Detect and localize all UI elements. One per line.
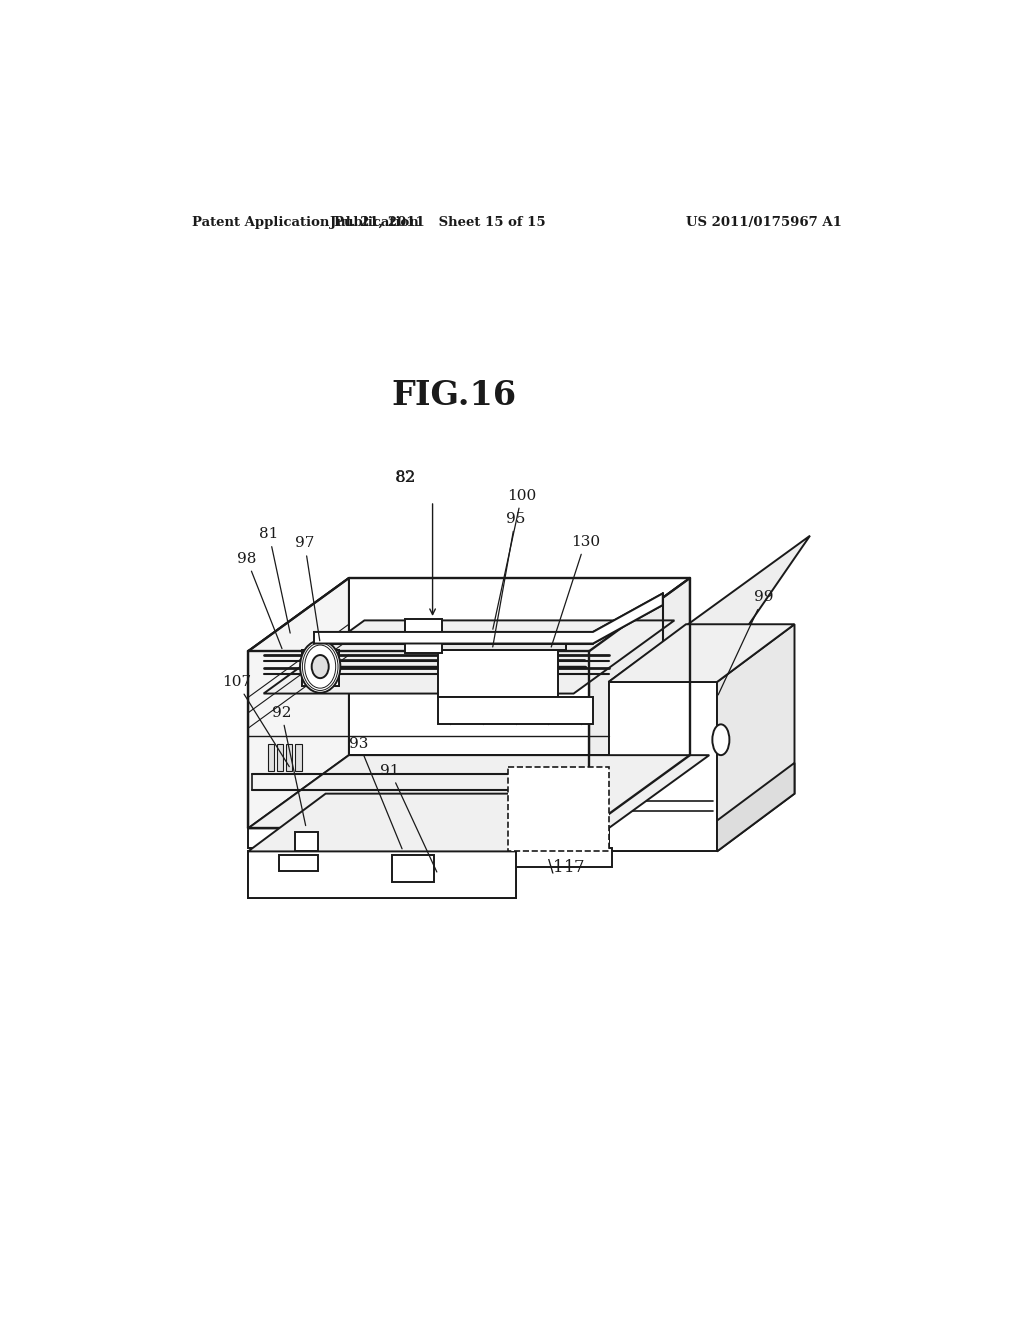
Ellipse shape xyxy=(300,640,340,693)
Polygon shape xyxy=(286,743,292,771)
Polygon shape xyxy=(508,767,608,851)
Text: 93: 93 xyxy=(349,737,402,849)
Polygon shape xyxy=(406,619,442,653)
Polygon shape xyxy=(263,847,612,867)
Polygon shape xyxy=(295,832,317,851)
Polygon shape xyxy=(302,649,339,686)
Polygon shape xyxy=(608,682,710,851)
Polygon shape xyxy=(438,644,566,649)
Polygon shape xyxy=(608,624,795,682)
Text: FIG.16: FIG.16 xyxy=(391,379,516,412)
Text: 107: 107 xyxy=(222,675,290,767)
Polygon shape xyxy=(608,682,717,851)
Text: 100: 100 xyxy=(493,488,537,630)
Polygon shape xyxy=(248,651,589,829)
Polygon shape xyxy=(267,743,273,771)
Polygon shape xyxy=(263,620,675,693)
Text: 98: 98 xyxy=(237,552,282,648)
Text: 95: 95 xyxy=(493,512,525,647)
Text: Jul. 21, 2011   Sheet 15 of 15: Jul. 21, 2011 Sheet 15 of 15 xyxy=(330,215,546,228)
Text: US 2011/0175967 A1: US 2011/0175967 A1 xyxy=(685,215,842,228)
Text: Patent Application Publication: Patent Application Publication xyxy=(191,215,418,228)
Text: 82: 82 xyxy=(395,470,416,487)
Text: $\backslash$117: $\backslash$117 xyxy=(547,858,585,875)
Text: 99: 99 xyxy=(718,590,773,694)
Text: 130: 130 xyxy=(551,535,600,647)
Text: 81: 81 xyxy=(259,527,290,634)
Polygon shape xyxy=(438,649,558,697)
Ellipse shape xyxy=(713,725,729,755)
Polygon shape xyxy=(314,594,663,644)
Polygon shape xyxy=(276,743,283,771)
Polygon shape xyxy=(248,755,710,829)
Text: 91: 91 xyxy=(380,763,437,873)
Polygon shape xyxy=(248,829,608,847)
Text: 92: 92 xyxy=(271,706,306,825)
Text: 97: 97 xyxy=(295,536,319,640)
Text: 82: 82 xyxy=(395,471,415,484)
Polygon shape xyxy=(248,851,515,898)
Polygon shape xyxy=(248,793,593,851)
Polygon shape xyxy=(717,763,795,851)
Polygon shape xyxy=(717,624,795,851)
Polygon shape xyxy=(280,855,317,871)
Polygon shape xyxy=(295,743,302,771)
Polygon shape xyxy=(248,578,690,651)
Polygon shape xyxy=(589,578,690,829)
Polygon shape xyxy=(438,697,593,725)
Polygon shape xyxy=(248,578,349,829)
Polygon shape xyxy=(608,536,810,682)
Ellipse shape xyxy=(311,655,329,678)
Polygon shape xyxy=(391,855,434,882)
